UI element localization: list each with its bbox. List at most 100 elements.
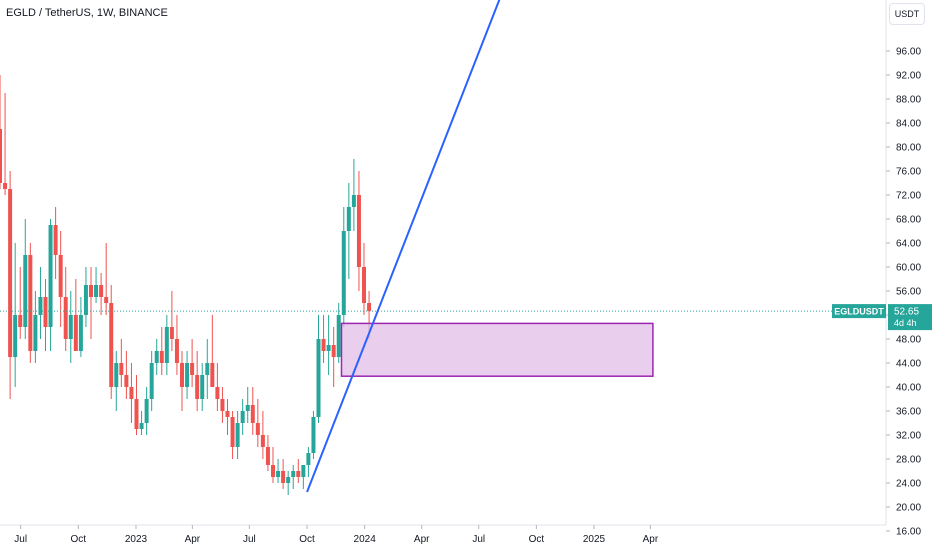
trend-line[interactable] — [306, 0, 606, 493]
last-price-tag: EGLDUSDT 52.65 4d 4h — [832, 304, 932, 331]
price-tick-label: 92.00 — [896, 71, 921, 82]
candle-body — [180, 363, 185, 387]
candle-body — [149, 363, 154, 399]
candle-body — [129, 387, 134, 399]
candle-body — [240, 411, 245, 423]
candle-body — [23, 255, 28, 327]
time-tick-label: 2024 — [354, 534, 377, 545]
candle-body — [190, 363, 195, 375]
candle-body — [195, 375, 200, 399]
time-tick-label: 2025 — [583, 534, 606, 545]
price-tag-symbol-bg — [832, 304, 886, 319]
candle-body — [276, 471, 281, 477]
candle-body — [265, 447, 270, 465]
price-tick-label: 64.00 — [896, 239, 921, 250]
candle-body — [281, 471, 286, 483]
candle-body — [124, 375, 129, 387]
candle-body — [109, 303, 114, 387]
candle-body — [159, 351, 164, 363]
candle-body — [169, 327, 174, 339]
candle-body — [33, 315, 38, 351]
candle-body — [250, 405, 255, 423]
candle-body — [291, 471, 296, 477]
candle-body — [255, 423, 260, 435]
candles-layer — [0, 75, 372, 495]
price-tick-label: 88.00 — [896, 95, 921, 106]
candle-body — [139, 423, 144, 429]
price-tick-label: 96.00 — [896, 47, 921, 58]
candle-body — [0, 129, 2, 183]
candle-body — [99, 285, 104, 297]
price-tick-label: 16.00 — [896, 527, 921, 538]
price-tick-label: 48.00 — [896, 335, 921, 346]
price-tick-label: 60.00 — [896, 263, 921, 274]
candle-body — [346, 207, 351, 231]
candle-body — [331, 345, 336, 357]
candle-body — [356, 195, 361, 267]
candle-body — [48, 225, 53, 327]
time-tick-label: 2023 — [125, 534, 148, 545]
candle-body — [341, 231, 346, 315]
candle-body — [205, 363, 210, 375]
candle-body — [215, 387, 220, 399]
time-tick-label: Apr — [643, 534, 659, 545]
candle-body — [225, 411, 230, 417]
candle-body — [235, 423, 240, 447]
candle-body — [296, 471, 301, 477]
price-tick-label: 28.00 — [896, 455, 921, 466]
candle-body — [83, 285, 88, 315]
candle-body — [174, 339, 179, 363]
candle-body — [220, 399, 225, 411]
candle-body — [78, 315, 83, 351]
candle-body — [8, 189, 13, 357]
candle-body — [73, 315, 78, 351]
time-tick-label: Oct — [71, 534, 87, 545]
price-tag-value-bg — [888, 304, 932, 331]
candle-body — [245, 405, 250, 411]
support-zone-rectangle[interactable] — [340, 322, 654, 377]
candle-body — [3, 183, 8, 189]
price-tag-countdown: 4d 4h — [894, 318, 917, 328]
candle-body — [43, 297, 48, 327]
candle-body — [114, 363, 119, 387]
time-tick-label: Jul — [472, 534, 485, 545]
candle-body — [210, 363, 215, 387]
time-tick-label: Jul — [14, 534, 27, 545]
candle-body — [286, 477, 291, 483]
time-tick-label: Jul — [243, 534, 256, 545]
candle-body — [311, 417, 316, 453]
time-tick-label: Apr — [414, 534, 430, 545]
price-tick-label: 84.00 — [896, 119, 921, 130]
price-axis[interactable]: 96.00 92.00 88.00 84.00 80.00 76.00 72.00 68.00… — [885, 0, 921, 538]
time-tick-label: Oct — [529, 534, 545, 545]
candle-body — [185, 363, 190, 387]
currency-button[interactable]: USDT — [889, 3, 925, 25]
price-tick-label: 24.00 — [896, 479, 921, 490]
candle-body — [89, 285, 94, 297]
chart-title: EGLD / TetherUS, 1W, BINANCE — [6, 7, 168, 19]
time-tick-label: Apr — [185, 534, 201, 545]
candle-body — [18, 315, 23, 327]
candle-body — [68, 315, 73, 339]
candle-body — [63, 297, 68, 339]
candle-body — [28, 255, 33, 351]
candle-body — [38, 297, 43, 315]
price-tick-label: 44.00 — [896, 359, 921, 370]
price-tick-label: 68.00 — [896, 215, 921, 226]
price-tick-label: 72.00 — [896, 191, 921, 202]
price-tag-value: 52.65 — [894, 307, 919, 318]
candle-body — [306, 453, 311, 465]
candle-body — [53, 225, 58, 255]
candle-body — [144, 399, 149, 423]
candle-body — [104, 297, 109, 303]
candle-body — [164, 327, 169, 363]
time-axis[interactable]: Jul Oct 2023 Apr Jul Oct 2024 Apr Jul Oct 2025 Apr — [0, 524, 886, 545]
candle-body — [336, 315, 341, 357]
price-tag-symbol: EGLDUSDT — [834, 307, 884, 317]
candle-body — [321, 339, 326, 351]
candle-body — [316, 339, 321, 417]
price-tick-label: 36.00 — [896, 407, 921, 418]
price-tick-label: 80.00 — [896, 143, 921, 154]
price-tick-label: 56.00 — [896, 287, 921, 298]
